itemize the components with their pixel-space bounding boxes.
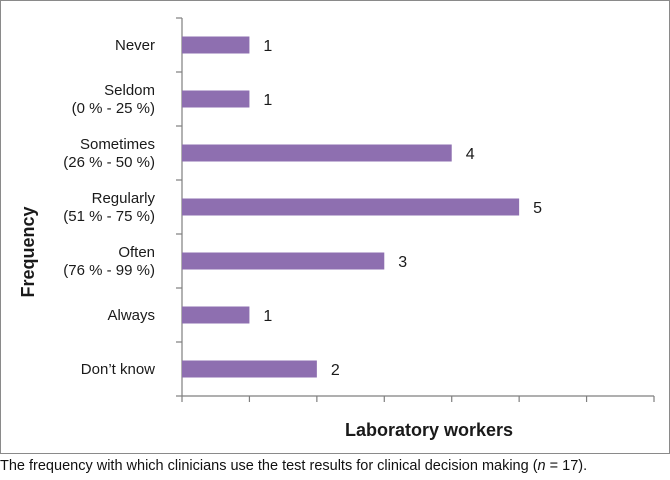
- bar-value-label: 3: [398, 254, 407, 271]
- bar-chart: 1 Never 1 Seldom(0 % - 25 %) 4 Sometimes(26 %…: [18, 17, 655, 440]
- bar: [182, 306, 250, 324]
- y-tick-label: Don’t know: [81, 361, 155, 378]
- figure-caption: The frequency with which clinicians use …: [0, 458, 670, 474]
- y-tick-label: Often: [118, 244, 155, 261]
- bar: [182, 198, 520, 216]
- bar-value-label: 5: [533, 200, 542, 217]
- bar: [182, 90, 250, 108]
- bar: [182, 360, 317, 378]
- bar-value-label: 1: [263, 308, 272, 325]
- caption-text-end: = 17).: [545, 458, 588, 474]
- y-tick-label: Sometimes: [80, 136, 155, 153]
- bar: [182, 144, 452, 162]
- caption-n-symbol: n: [537, 458, 546, 474]
- y-axis-title: Frequency: [18, 206, 38, 297]
- bar-value-label: 1: [263, 38, 272, 55]
- y-tick-label: Regularly: [92, 190, 156, 207]
- chart-frame: 1 Never 1 Seldom (0 % - 25 %) 4 Sometimes (26 %…: [0, 0, 670, 454]
- bar-value-label: 4: [466, 146, 475, 163]
- y-tick-label: (26 % - 50 %): [63, 154, 155, 171]
- x-axis-title: Laboratory workers: [345, 420, 513, 440]
- y-tick-label: Seldom: [104, 82, 155, 99]
- y-tick-label: (51 % - 75 %): [63, 208, 155, 225]
- bar: [182, 252, 385, 270]
- y-tick-label: Always: [107, 307, 155, 324]
- bar: [182, 36, 250, 54]
- bar-value-label: 2: [331, 362, 340, 379]
- bar-value-label: 1: [263, 92, 272, 109]
- y-tick-label: (76 % - 99 %): [63, 262, 155, 279]
- caption-text-start: The frequency with which clinicians use …: [0, 458, 538, 474]
- y-tick-label: Never: [115, 37, 155, 54]
- y-tick-label: (0 % - 25 %): [72, 100, 155, 117]
